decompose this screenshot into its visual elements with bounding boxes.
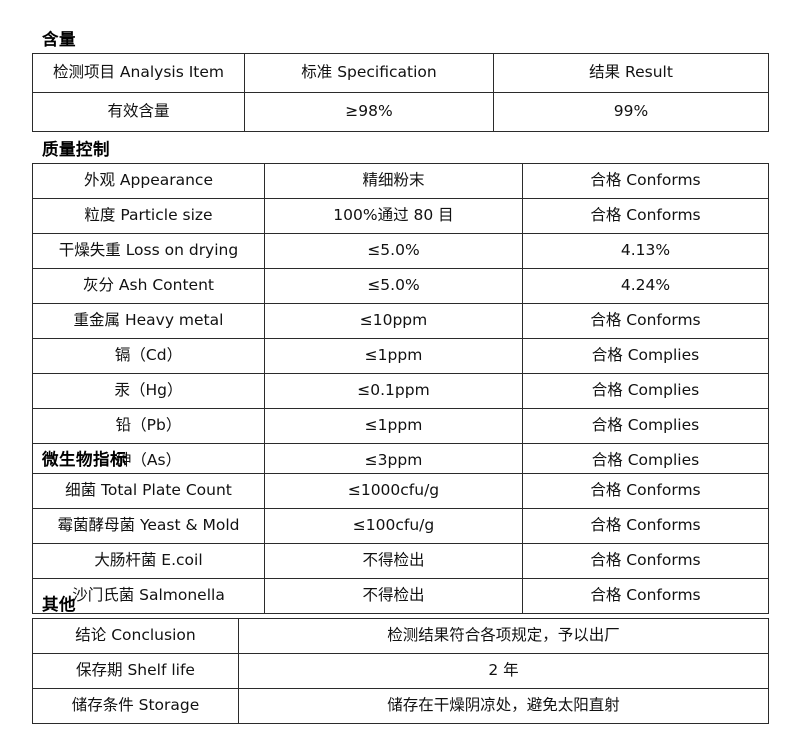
micro-item-result: 合格 Conforms (522, 508, 769, 544)
table-row: 粒度 Particle size 100%通过 80 目 合格 Conforms (32, 198, 769, 234)
qc-item-result: 合格 Complies (522, 373, 769, 409)
qc-item-spec: ≤5.0% (264, 268, 523, 304)
section-heading-content: 含量 (42, 30, 76, 49)
qc-item-spec: ≤1ppm (264, 408, 523, 444)
table-row: 保存期 Shelf life 2 年 (32, 653, 769, 689)
micro-item-spec: ≤100cfu/g (264, 508, 523, 544)
micro-item-name: 细菌 Total Plate Count (32, 473, 265, 509)
content-table: 检测项目 Analysis Item 标准 Specification 结果 R… (32, 53, 769, 132)
table-row: 铅（Pb） ≤1ppm 合格 Complies (32, 408, 769, 444)
micro-item-result: 合格 Conforms (522, 473, 769, 509)
section-heading-quality-control: 质量控制 (42, 140, 110, 159)
micro-item-spec: 不得检出 (264, 578, 523, 614)
content-item-name: 有效含量 (32, 92, 245, 132)
table-row: 霉菌酵母菌 Yeast & Mold ≤100cfu/g 合格 Conforms (32, 508, 769, 544)
qc-item-result: 合格 Conforms (522, 163, 769, 199)
microbiology-table: 细菌 Total Plate Count ≤1000cfu/g 合格 Confo… (32, 473, 769, 614)
qc-item-name: 干燥失重 Loss on drying (32, 233, 265, 269)
other-item-value-shelf-life: 2 年 (238, 653, 769, 689)
table-row: 细菌 Total Plate Count ≤1000cfu/g 合格 Confo… (32, 473, 769, 509)
qc-item-result: 合格 Complies (522, 338, 769, 374)
content-col-header-item: 检测项目 Analysis Item (32, 53, 245, 93)
table-row: 重金属 Heavy metal ≤10ppm 合格 Conforms (32, 303, 769, 339)
qc-item-spec: ≤0.1ppm (264, 373, 523, 409)
other-item-label-conclusion: 结论 Conclusion (32, 618, 239, 654)
qc-item-spec: 精细粉末 (264, 163, 523, 199)
micro-item-name: 霉菌酵母菌 Yeast & Mold (32, 508, 265, 544)
micro-item-result: 合格 Conforms (522, 578, 769, 614)
qc-item-result: 合格 Complies (522, 408, 769, 444)
other-table: 结论 Conclusion 检测结果符合各项规定，予以出厂 保存期 Shelf … (32, 618, 769, 724)
table-row: 结论 Conclusion 检测结果符合各项规定，予以出厂 (32, 618, 769, 654)
qc-item-spec: 100%通过 80 目 (264, 198, 523, 234)
qc-item-name: 镉（Cd） (32, 338, 265, 374)
section-content: 含量 检测项目 Analysis Item 标准 Specification 结… (32, 30, 769, 132)
table-row: 汞（Hg） ≤0.1ppm 合格 Complies (32, 373, 769, 409)
table-row: 干燥失重 Loss on drying ≤5.0% 4.13% (32, 233, 769, 269)
qc-item-name: 汞（Hg） (32, 373, 265, 409)
qc-item-spec: ≤5.0% (264, 233, 523, 269)
micro-item-spec: 不得检出 (264, 543, 523, 579)
section-microbiology: 微生物指标 细菌 Total Plate Count ≤1000cfu/g 合格… (32, 450, 769, 614)
qc-item-result: 合格 Conforms (522, 303, 769, 339)
content-item-spec: ≥98% (244, 92, 494, 132)
table-row: 灰分 Ash Content ≤5.0% 4.24% (32, 268, 769, 304)
micro-item-name: 沙门氏菌 Salmonella (32, 578, 265, 614)
qc-item-result: 合格 Conforms (522, 198, 769, 234)
content-col-header-result: 结果 Result (493, 53, 769, 93)
table-row: 检测项目 Analysis Item 标准 Specification 结果 R… (32, 53, 769, 93)
qc-item-spec: ≤10ppm (264, 303, 523, 339)
qc-item-spec: ≤1ppm (264, 338, 523, 374)
qc-item-name: 粒度 Particle size (32, 198, 265, 234)
other-item-label-storage: 储存条件 Storage (32, 688, 239, 724)
table-row: 镉（Cd） ≤1ppm 合格 Complies (32, 338, 769, 374)
table-row: 储存条件 Storage 储存在干燥阴凉处，避免太阳直射 (32, 688, 769, 724)
qc-item-name: 外观 Appearance (32, 163, 265, 199)
qc-item-result: 4.24% (522, 268, 769, 304)
qc-item-name: 铅（Pb） (32, 408, 265, 444)
section-heading-other: 其他 (42, 595, 76, 614)
micro-item-spec: ≤1000cfu/g (264, 473, 523, 509)
section-heading-microbiology: 微生物指标 (42, 450, 127, 469)
content-col-header-spec: 标准 Specification (244, 53, 494, 93)
table-row: 外观 Appearance 精细粉末 合格 Conforms (32, 163, 769, 199)
qc-item-name: 重金属 Heavy metal (32, 303, 265, 339)
table-row: 有效含量 ≥98% 99% (32, 92, 769, 132)
other-item-label-shelf-life: 保存期 Shelf life (32, 653, 239, 689)
content-item-result: 99% (493, 92, 769, 132)
qc-item-name: 灰分 Ash Content (32, 268, 265, 304)
section-other: 其他 结论 Conclusion 检测结果符合各项规定，予以出厂 保存期 She… (32, 595, 769, 724)
micro-item-name: 大肠杆菌 E.coil (32, 543, 265, 579)
table-row: 沙门氏菌 Salmonella 不得检出 合格 Conforms (32, 578, 769, 614)
table-row: 大肠杆菌 E.coil 不得检出 合格 Conforms (32, 543, 769, 579)
micro-item-result: 合格 Conforms (522, 543, 769, 579)
other-item-value-conclusion: 检测结果符合各项规定，予以出厂 (238, 618, 769, 654)
qc-item-result: 4.13% (522, 233, 769, 269)
other-item-value-storage: 储存在干燥阴凉处，避免太阳直射 (238, 688, 769, 724)
